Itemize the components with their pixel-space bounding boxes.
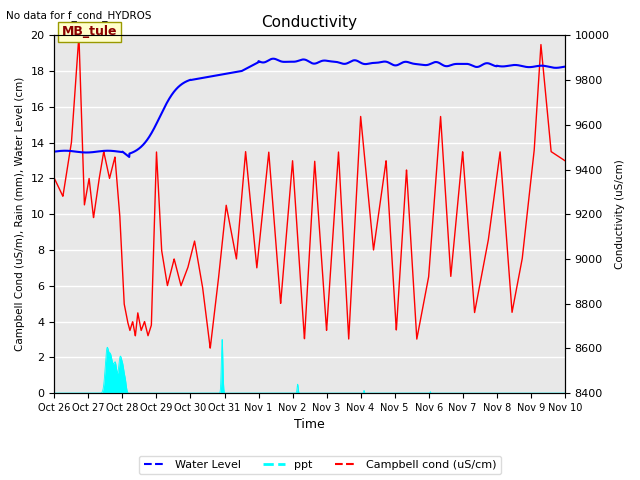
Y-axis label: Conductivity (uS/cm): Conductivity (uS/cm) xyxy=(615,159,625,269)
Title: Conductivity: Conductivity xyxy=(262,15,358,30)
Y-axis label: Campbell Cond (uS/m), Rain (mm), Water Level (cm): Campbell Cond (uS/m), Rain (mm), Water L… xyxy=(15,77,25,351)
Text: MB_tule: MB_tule xyxy=(62,25,117,38)
Legend: Water Level, ppt, Campbell cond (uS/cm): Water Level, ppt, Campbell cond (uS/cm) xyxy=(140,456,500,474)
Text: No data for f_cond_HYDROS: No data for f_cond_HYDROS xyxy=(6,10,152,21)
X-axis label: Time: Time xyxy=(294,419,325,432)
